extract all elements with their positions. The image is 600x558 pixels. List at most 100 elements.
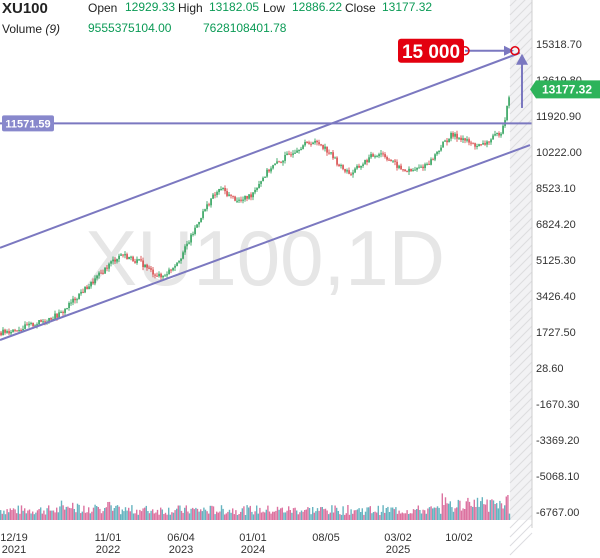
candle-body xyxy=(12,329,14,332)
volume-bar xyxy=(16,513,18,520)
price-tick-label: 15318.70 xyxy=(536,39,582,51)
volume-bar xyxy=(195,507,197,520)
low-label: Low xyxy=(263,1,286,15)
hatch-line xyxy=(509,163,533,187)
candle-body xyxy=(132,256,134,262)
hatch-line xyxy=(509,172,533,196)
volume-bar xyxy=(321,507,323,520)
channel-lower-line[interactable] xyxy=(0,144,531,341)
volume-bar xyxy=(150,510,152,520)
candle-body xyxy=(478,144,480,146)
hatch-line xyxy=(509,37,533,61)
volume-bar xyxy=(180,510,183,520)
candle-body xyxy=(248,194,250,199)
candle-body xyxy=(8,331,10,334)
volume-bar xyxy=(454,508,456,520)
candle-body xyxy=(92,281,94,284)
hatch-line xyxy=(509,361,533,385)
candle-body xyxy=(222,188,224,189)
candle-body xyxy=(370,154,372,158)
volume-bar xyxy=(400,513,402,520)
volume-bar xyxy=(441,493,443,520)
candle-body xyxy=(382,153,384,155)
volume-bar xyxy=(288,506,290,520)
volume-bar xyxy=(83,505,85,520)
volume-bar xyxy=(304,510,306,520)
volume-bar xyxy=(164,512,167,520)
channel-upper-line[interactable] xyxy=(0,51,521,249)
candle-body xyxy=(254,190,256,193)
volume-bar xyxy=(243,506,245,520)
candle-body xyxy=(214,194,216,196)
target-arrow-head-vertical xyxy=(516,53,528,65)
volume-bar xyxy=(411,513,413,520)
candle-body xyxy=(110,261,112,264)
volume-bar xyxy=(132,513,135,520)
volume-bar xyxy=(172,512,175,520)
candle-body xyxy=(284,155,286,161)
candle-body xyxy=(216,192,218,195)
volume-bar xyxy=(62,505,64,520)
candle-body xyxy=(472,143,474,145)
volume-bar xyxy=(494,504,496,520)
candle-body xyxy=(94,278,96,284)
low-value: 12886.22 xyxy=(292,0,343,14)
candle-body xyxy=(242,199,244,201)
volume-bar xyxy=(499,500,501,520)
target-end-point[interactable] xyxy=(510,46,520,56)
candle-body xyxy=(10,331,12,334)
volume-bar xyxy=(308,508,311,520)
candle-body xyxy=(148,267,150,269)
candle-body xyxy=(374,156,376,158)
volume-bar xyxy=(142,508,144,520)
volume-bar xyxy=(460,510,463,520)
volume-bar xyxy=(350,509,352,520)
candle-body xyxy=(412,170,414,172)
candle-body xyxy=(328,152,330,154)
volume-bar xyxy=(353,510,355,520)
volume-bar xyxy=(352,513,354,520)
volume-bar xyxy=(374,511,376,520)
candle-body xyxy=(376,156,378,158)
volume-bar xyxy=(123,511,125,520)
candle-body xyxy=(354,168,356,173)
volume-bar xyxy=(236,515,239,520)
candle-body xyxy=(74,298,76,301)
volume-bar xyxy=(81,511,83,520)
volume-bar xyxy=(179,505,181,520)
volume-bar xyxy=(76,503,79,520)
candle-body xyxy=(170,269,172,271)
candle-body xyxy=(384,154,386,157)
candle-body xyxy=(312,142,314,145)
volume-bar xyxy=(249,505,251,520)
volume-bar xyxy=(393,509,395,520)
candle-body xyxy=(366,160,368,163)
hatch-line xyxy=(509,271,533,295)
volume-bar xyxy=(360,512,362,520)
volume-bar xyxy=(19,513,21,520)
candle-body xyxy=(270,168,272,172)
candle-body xyxy=(280,161,282,163)
candle-body xyxy=(190,234,192,243)
candle-body xyxy=(22,329,24,331)
candle-body xyxy=(402,169,404,171)
volume-bar xyxy=(20,505,23,520)
drawing-lines[interactable] xyxy=(0,45,532,341)
candle-body xyxy=(40,320,42,322)
hatch-line xyxy=(509,217,533,241)
volume-bar xyxy=(347,505,349,520)
volume-bar xyxy=(54,512,56,520)
volume-bar xyxy=(217,512,219,520)
candle-body xyxy=(456,133,458,139)
price-axis[interactable]: 15318.7013619.8011920.9010222.008523.106… xyxy=(536,39,582,519)
last-price-text: 13177.32 xyxy=(542,82,592,96)
candle-body xyxy=(450,133,452,139)
candle-body xyxy=(508,97,510,106)
candle-body xyxy=(302,145,304,149)
volume-bar xyxy=(22,510,24,520)
candle-body xyxy=(386,157,388,160)
time-tick-label: 10/02 xyxy=(445,532,473,544)
candle-body xyxy=(60,311,62,313)
